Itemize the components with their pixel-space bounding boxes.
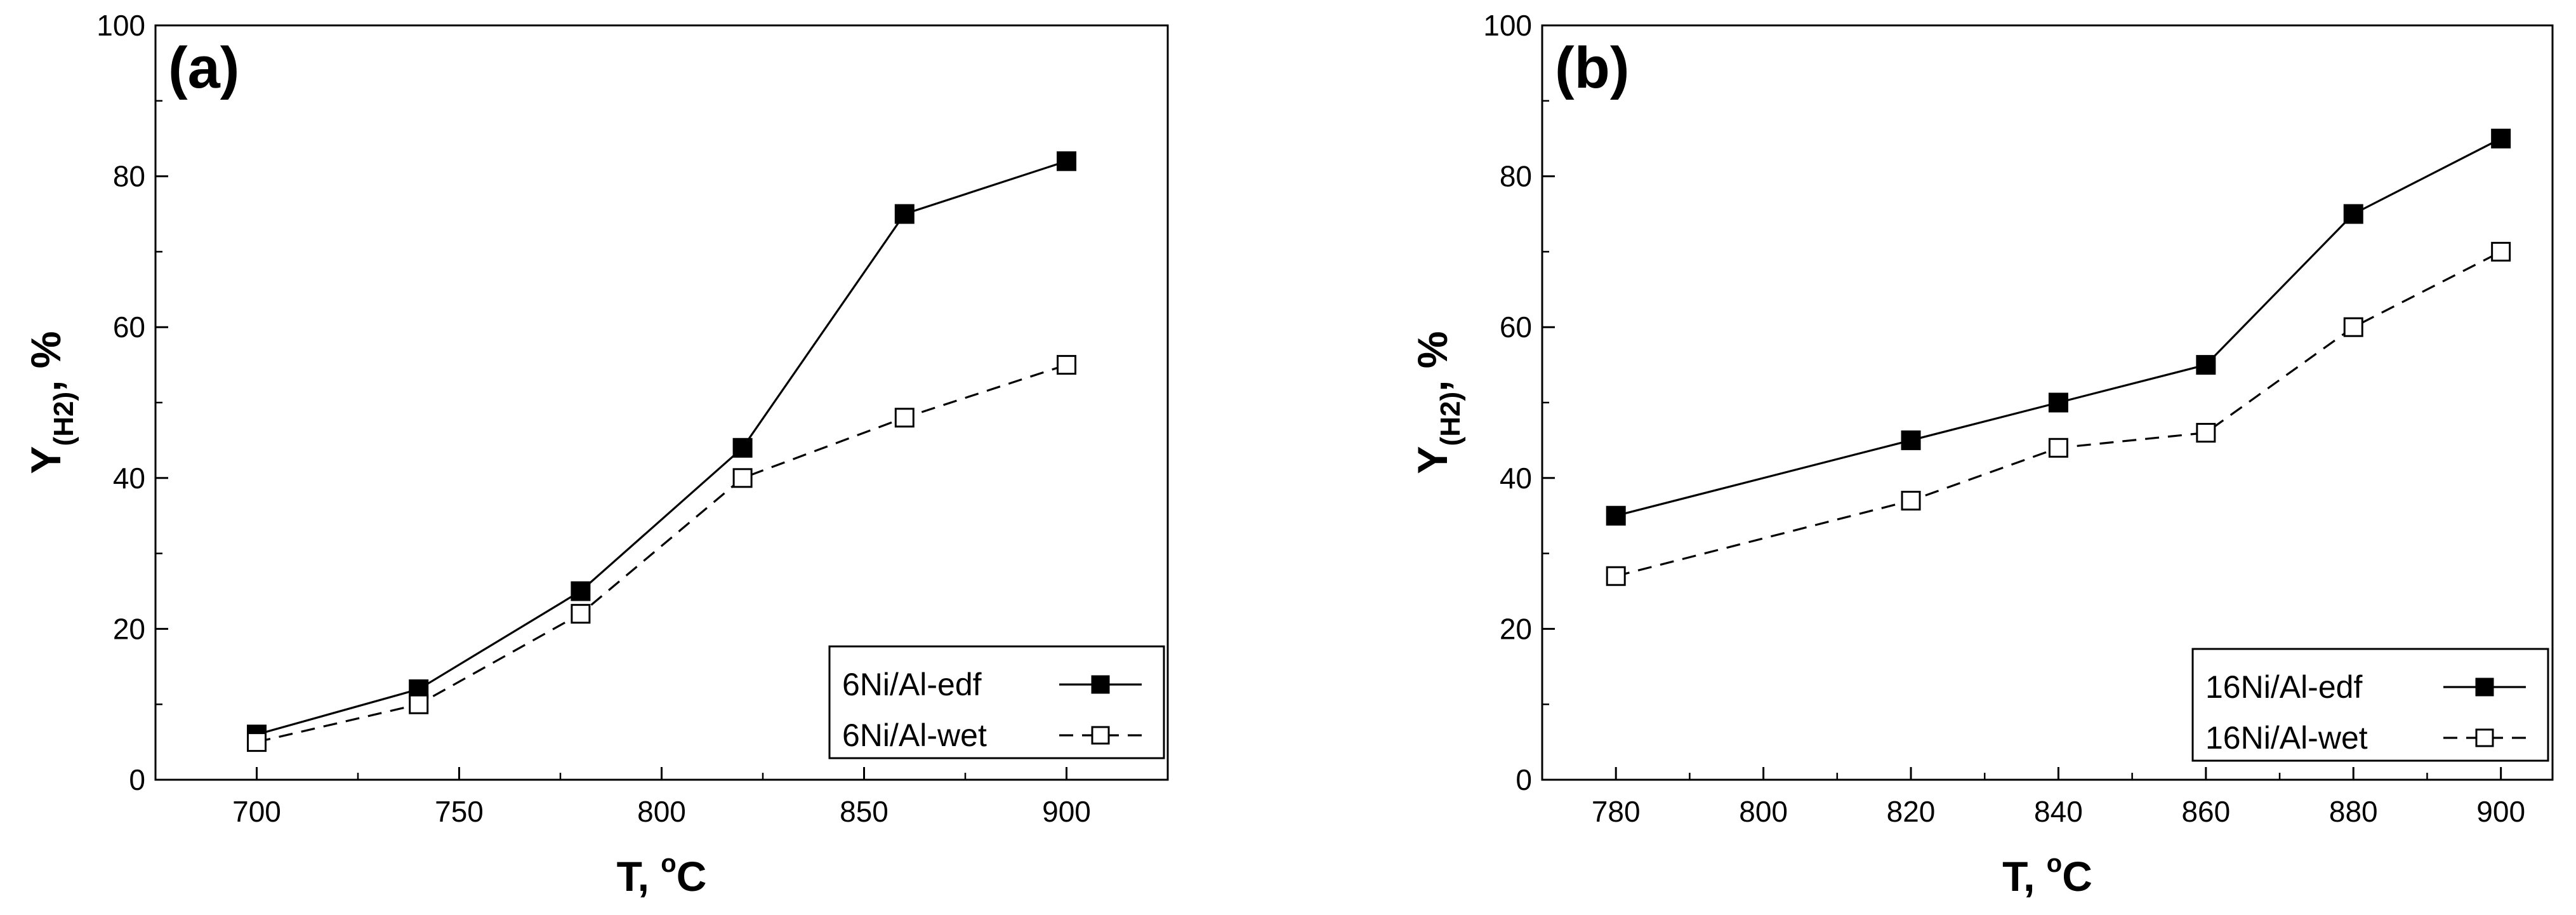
y-tick-label: 100 [96,9,145,42]
x-axis-title-text: T, [2002,853,2047,900]
x-tick-label: 750 [435,795,484,828]
data-point-16Ni/Al-wet [2491,241,2511,262]
legend-label: 16Ni/Al-edf [2205,669,2362,705]
x-axis-title: T, oC [2002,850,2092,900]
y-tick-label: 0 [1516,763,1532,796]
x-tick-label: 800 [1739,795,1788,828]
x-tick-label: 800 [637,795,686,828]
series-line-6Ni/Al-edf [256,160,1067,736]
series-line-16Ni/Al-edf [1615,137,2502,517]
panel-label: (b) [1555,36,1629,100]
y-axis-title-suffix: , % [22,331,69,392]
y-tick-label: 100 [1483,9,1532,42]
data-point-16Ni/Al-wet [2343,317,2363,337]
legend-marker-sample [2475,678,2494,697]
x-tick-label: 840 [2034,795,2083,828]
y-tick-label: 60 [1500,311,1532,344]
data-point-16Ni/Al-wet [2196,423,2216,443]
data-point-6Ni/Al-edf [1057,151,1076,171]
y-tick-label: 20 [1500,612,1532,645]
y-tick-label: 40 [1500,462,1532,495]
x-axis-degree: o [661,850,676,878]
data-point-16Ni/Al-edf [2491,128,2511,149]
data-point-16Ni/Al-wet [2048,437,2068,458]
legend-label: 16Ni/Al-wet [2205,720,2368,756]
y-axis-title-main: Y [22,446,69,474]
legend-marker-sample [2475,728,2494,747]
data-point-16Ni/Al-edf [1606,505,1626,526]
legend-label: 6Ni/Al-wet [842,718,987,753]
y-axis-title: Y(H2), % [22,331,79,474]
data-point-6Ni/Al-edf [894,204,915,224]
chart-panel-a: 0 20 40 60 80 100 700 750 800 850 900 (a) T, oC Y(H2)… [22,9,1169,900]
x-tick-label: 860 [2181,795,2230,828]
chart-panel-b: 0 20 40 60 80 100 780 800 820 840 860 880 900 (b) T, o… [1409,9,2554,900]
y-tick-label: 40 [113,462,145,495]
y-axis-title-subscript: (H2) [1435,392,1466,446]
y-tick-label: 0 [129,763,145,796]
data-point-16Ni/Al-edf [2048,392,2068,413]
x-tick-label: 700 [232,795,281,828]
data-point-6Ni/Al-edf [732,437,753,458]
x-tick-label: 780 [1592,795,1641,828]
data-point-16Ni/Al-edf [2196,355,2216,375]
x-axis-title: T, oC [617,850,707,900]
data-point-16Ni/Al-edf [1901,430,1921,450]
series-line-6Ni/Al-wet [256,364,1067,744]
series-line-16Ni/Al-wet [1615,250,2502,577]
y-tick-label: 60 [113,311,145,344]
x-tick-label: 820 [1887,795,1936,828]
x-tick-label: 880 [2329,795,2378,828]
data-point-6Ni/Al-wet [247,732,267,752]
panel-label: (a) [168,36,239,100]
y-tick-label: 80 [1500,160,1532,193]
data-point-6Ni/Al-wet [894,408,915,428]
x-tick-label: 850 [840,795,888,828]
data-point-16Ni/Al-wet [1606,566,1626,586]
y-axis-title-suffix: , % [1409,331,1456,392]
y-axis-title: Y(H2), % [1409,331,1466,474]
x-axis-unit: C [2062,853,2092,900]
data-point-16Ni/Al-edf [2343,204,2363,224]
x-tick-label: 900 [2476,795,2525,828]
y-axis-title-subscript: (H2) [48,392,79,446]
y-tick-label: 80 [113,160,145,193]
data-point-6Ni/Al-wet [571,604,591,624]
x-axis-unit: C [677,853,707,900]
x-axis-title-text: T, [617,853,661,900]
data-point-6Ni/Al-wet [1057,355,1076,375]
data-point-6Ni/Al-wet [732,468,753,488]
legend-label: 6Ni/Al-edf [842,667,982,702]
x-tick-label: 900 [1042,795,1091,828]
y-tick-label: 20 [113,612,145,645]
legend-marker-sample [1091,726,1110,745]
legend-marker-sample [1091,675,1110,694]
data-point-6Ni/Al-wet [409,694,429,714]
data-point-6Ni/Al-edf [571,581,591,601]
data-point-16Ni/Al-wet [1901,490,1921,511]
y-axis-title-main: Y [1409,446,1456,474]
x-axis-degree: o [2047,850,2062,878]
